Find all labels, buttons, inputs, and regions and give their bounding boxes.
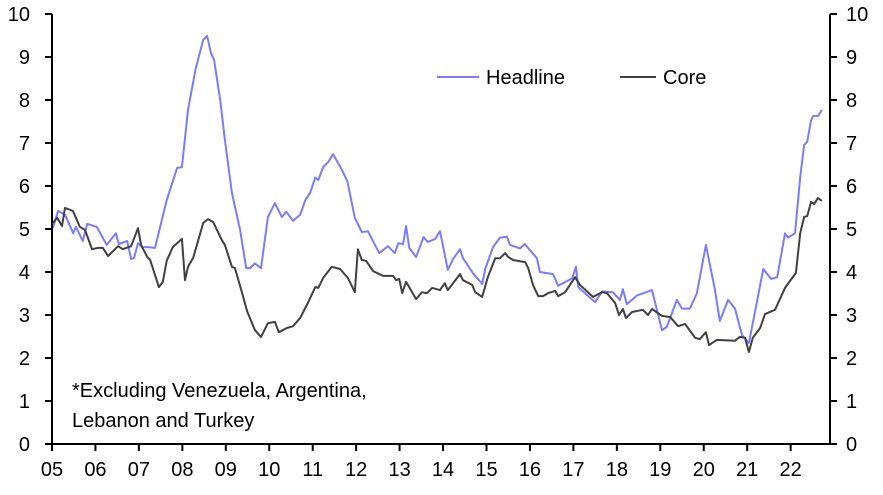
right-y-tick-label: 0 bbox=[846, 434, 857, 456]
x-tick-label: 05 bbox=[41, 459, 63, 481]
x-tick-label: 12 bbox=[345, 459, 367, 481]
left-y-tick-label: 9 bbox=[19, 47, 30, 69]
legend: Headline Core bbox=[437, 67, 706, 89]
x-tick-label: 06 bbox=[84, 459, 106, 481]
right-y-tick-label: 8 bbox=[846, 90, 857, 112]
left-y-tick-label: 1 bbox=[19, 391, 30, 413]
x-tick-label: 20 bbox=[693, 459, 715, 481]
x-tick-label: 17 bbox=[562, 459, 584, 481]
x-tick-label: 11 bbox=[302, 459, 323, 481]
right-y-tick-label: 3 bbox=[846, 305, 857, 327]
annotation-line-2: Lebanon and Turkey bbox=[72, 410, 254, 432]
right-y-tick-label: 10 bbox=[846, 4, 868, 26]
legend-label-core: Core bbox=[663, 67, 706, 89]
right-y-tick-label: 7 bbox=[846, 133, 857, 155]
left-y-tick-label: 6 bbox=[19, 176, 30, 198]
left-y-tick-label: 7 bbox=[19, 133, 30, 155]
right-y-tick-label: 9 bbox=[846, 47, 857, 69]
left-y-tick-label: 8 bbox=[19, 90, 30, 112]
right-y-tick-label: 1 bbox=[846, 391, 857, 413]
x-tick-label: 09 bbox=[215, 459, 237, 481]
x-tick-label: 08 bbox=[171, 459, 193, 481]
right-y-tick-label: 5 bbox=[846, 219, 857, 241]
x-tick-label: 21 bbox=[736, 459, 758, 481]
left-y-tick-label: 4 bbox=[19, 262, 30, 284]
x-tick-label: 13 bbox=[388, 459, 410, 481]
left-y-tick-label: 3 bbox=[19, 305, 30, 327]
series-line-core bbox=[52, 197, 823, 353]
x-tick-label: 07 bbox=[128, 459, 150, 481]
left-y-tick-label: 2 bbox=[19, 348, 30, 370]
legend-label-headline: Headline bbox=[486, 67, 565, 89]
x-tick-label: 15 bbox=[475, 459, 497, 481]
right-y-tick-label: 4 bbox=[846, 262, 857, 284]
x-tick-label: 14 bbox=[432, 459, 454, 481]
x-tick-label: 18 bbox=[606, 459, 628, 481]
annotation-line-1: *Excluding Venezuela, Argentina, bbox=[72, 380, 367, 402]
x-tick-label: 19 bbox=[649, 459, 671, 481]
x-tick-label: 10 bbox=[258, 459, 280, 481]
series-layer bbox=[51, 34, 823, 353]
left-y-tick-label: 0 bbox=[19, 434, 30, 456]
x-tick-label: 22 bbox=[780, 459, 802, 481]
left-y-tick-label: 10 bbox=[8, 4, 30, 26]
series-line-headline bbox=[51, 34, 823, 344]
right-y-tick-label: 6 bbox=[846, 176, 857, 198]
x-tick-label: 16 bbox=[519, 459, 541, 481]
left-y-tick-label: 5 bbox=[19, 219, 30, 241]
right-y-tick-label: 2 bbox=[846, 348, 857, 370]
